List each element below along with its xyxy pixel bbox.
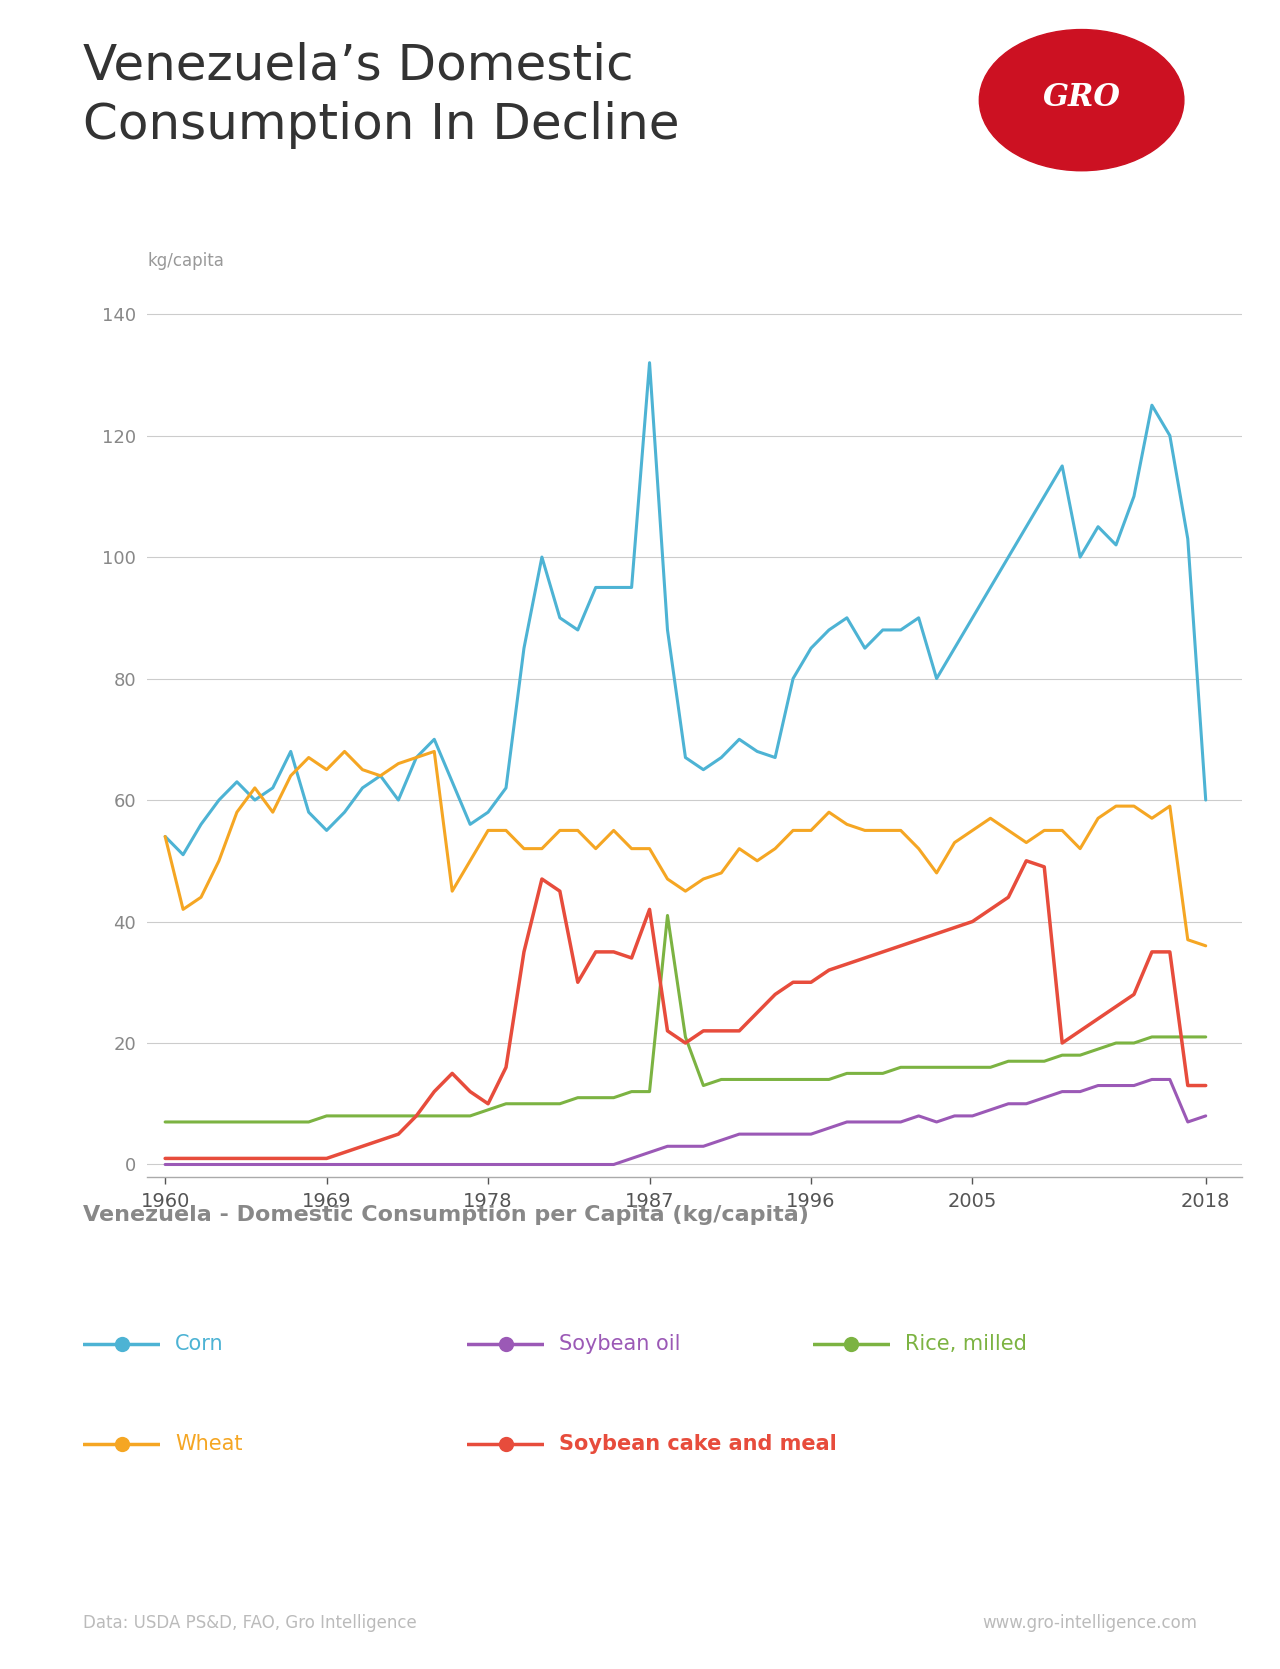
Text: Wheat: Wheat xyxy=(175,1434,243,1454)
Text: kg/capita: kg/capita xyxy=(147,252,224,270)
Text: www.gro-intelligence.com: www.gro-intelligence.com xyxy=(982,1614,1197,1632)
Text: Venezuela’s Domestic
Consumption In Decline: Venezuela’s Domestic Consumption In Decl… xyxy=(83,42,680,149)
Text: GRO: GRO xyxy=(1043,82,1120,112)
Text: Rice, milled: Rice, milled xyxy=(905,1334,1027,1354)
Text: Soybean oil: Soybean oil xyxy=(559,1334,681,1354)
Text: Venezuela - Domestic Consumption per Capita (kg/capita): Venezuela - Domestic Consumption per Cap… xyxy=(83,1205,809,1225)
Circle shape xyxy=(979,30,1184,170)
Text: Corn: Corn xyxy=(175,1334,224,1354)
Text: Soybean cake and meal: Soybean cake and meal xyxy=(559,1434,837,1454)
Text: Data: USDA PS&D, FAO, Gro Intelligence: Data: USDA PS&D, FAO, Gro Intelligence xyxy=(83,1614,417,1632)
